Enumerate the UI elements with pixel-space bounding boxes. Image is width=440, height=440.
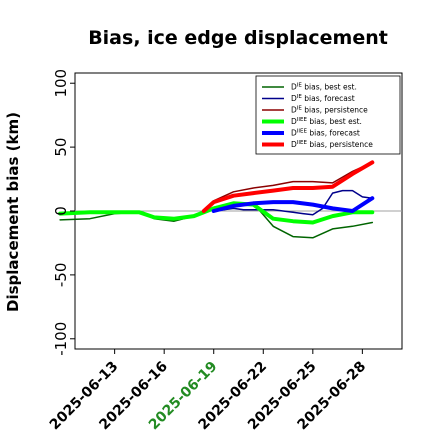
series-line-3: [203, 161, 374, 211]
legend-label: DIIEE bias, persistence: [291, 140, 373, 149]
series-line-5: [211, 196, 375, 213]
series-line-2: [212, 189, 374, 216]
y-tick-label: -50: [52, 263, 70, 288]
legend-box: [255, 75, 401, 155]
legend-label: DIE bias, best est.: [291, 83, 357, 92]
series-line-4: [58, 201, 375, 225]
y-tick-label: 0: [52, 206, 70, 216]
legend-label: DIIEE bias, best est.: [291, 117, 362, 126]
y-tick-label: 50: [52, 138, 70, 157]
legend: DIE bias, best est. DIE bias, forecast DIE…: [255, 75, 401, 155]
y-tick-label: -100: [52, 322, 70, 356]
y-tick-label: 100: [52, 69, 70, 98]
series-layer: [58, 160, 375, 239]
x-axis: 2025-06-132025-06-162025-06-192025-06-22…: [47, 349, 369, 433]
chart-title: Bias, ice edge displacement: [88, 27, 388, 49]
y-axis: -100 -50 0 50 100: [52, 69, 75, 356]
legend-label: DIIEE bias, forecast: [291, 129, 360, 138]
series-line-6: [201, 160, 375, 213]
y-axis-label: Displacement bias (km): [4, 112, 22, 312]
legend-label: DIE bias, forecast: [291, 94, 355, 103]
legend-label: DIE bias, persistence: [291, 106, 368, 115]
